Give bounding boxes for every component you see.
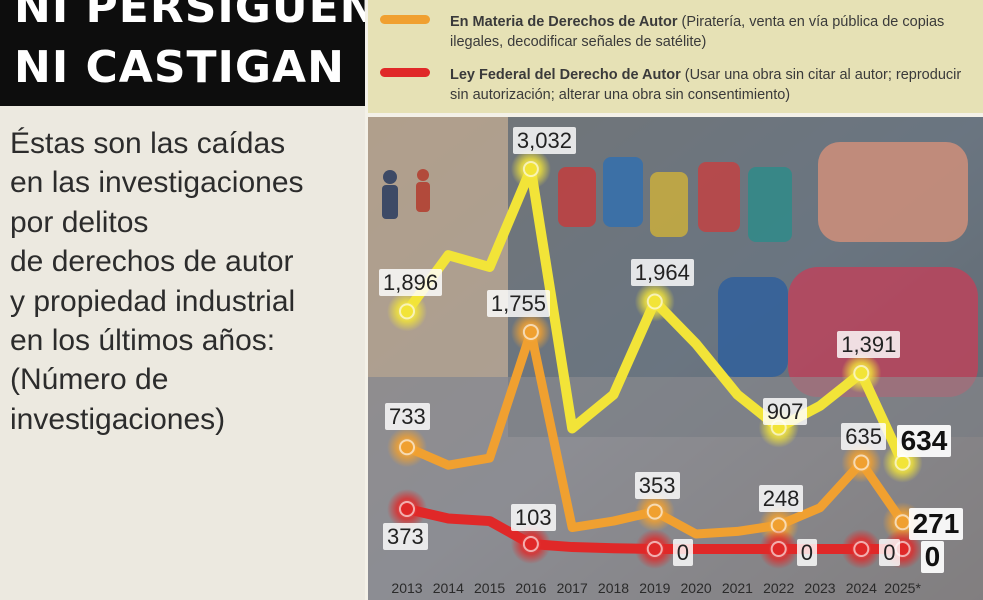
intro-line: (Número de [10, 363, 169, 397]
backpack [603, 157, 643, 227]
headline-line-1: NI PERSIGUEN [14, 0, 365, 33]
intro-line: por delitos [10, 205, 149, 239]
data-label: 0 [672, 539, 694, 566]
person [416, 182, 430, 212]
x-tick-label: 2014 [433, 580, 464, 596]
data-label: 0 [796, 539, 817, 566]
person [417, 169, 429, 181]
backpack [558, 167, 596, 227]
x-tick-label: 2018 [598, 580, 629, 596]
backpack [698, 162, 740, 232]
intro-line: de derechos de autor [10, 245, 294, 279]
x-tick-label: 2013 [391, 580, 422, 596]
x-tick-label: 2023 [804, 580, 835, 596]
data-point [853, 454, 870, 471]
intro-line: en las investigaciones [10, 166, 304, 200]
data-label: 1,755 [486, 290, 550, 317]
person [383, 170, 397, 184]
data-label: 3,032 [512, 127, 576, 154]
data-point [646, 541, 663, 557]
x-tick-label: 2024 [846, 580, 877, 596]
x-tick-label: 2025* [884, 580, 921, 596]
data-label: 635 [841, 422, 887, 450]
legend-swatch [380, 15, 430, 24]
data-label: 248 [758, 485, 804, 513]
data-label: 907 [762, 397, 808, 425]
x-tick-label: 2015 [474, 580, 505, 596]
data-point [894, 454, 911, 471]
duffel-bag [818, 142, 968, 242]
backpack [748, 167, 792, 242]
data-label: 103 [510, 504, 556, 531]
x-tick-label: 2017 [557, 580, 588, 596]
data-point [853, 541, 870, 557]
legend-description: (Piratería, venta en vía pública de copi… [450, 14, 945, 50]
data-point [399, 501, 415, 517]
data-label: 1,964 [630, 259, 694, 287]
legend-description: (Usar una obra sin citar al autor; repro… [450, 67, 962, 103]
data-point [399, 303, 415, 320]
x-tick-label: 2019 [639, 580, 670, 596]
legend-swatch [380, 68, 430, 77]
data-label: 271 [908, 508, 964, 541]
data-label: 1,896 [379, 269, 443, 297]
x-tick-label: 2021 [722, 580, 753, 596]
data-label: 373 [383, 523, 428, 550]
left-panel: NI PERSIGUEN NI CASTIGAN Éstas son las c… [0, 0, 365, 600]
legend: En Materia de Derechos de Autor (Pirater… [368, 0, 983, 113]
data-point [894, 514, 911, 531]
data-point [399, 439, 415, 456]
intro-text: Éstas son las caídas en las investigacio… [10, 124, 360, 439]
line-chart: 2013 2014 2015 2016 2017 2018 2019 2020 2021 2022… [368, 117, 983, 600]
data-label: 634 [896, 424, 952, 457]
person [382, 185, 398, 219]
data-point [522, 324, 539, 340]
data-label: 1,391 [837, 331, 901, 359]
intro-line: Éstas son las caídas [10, 127, 286, 160]
legend-text: En Materia de Derechos de Autor (Pirater… [450, 12, 970, 52]
legend-text: Ley Federal del Derecho de Autor (Usar u… [450, 65, 970, 105]
data-point [770, 541, 787, 557]
intro-line: investigaciones) [10, 402, 226, 436]
data-point [646, 503, 663, 520]
legend-name: En Materia de Derechos de Autor [450, 14, 678, 30]
x-tick-label: 2022 [763, 580, 794, 596]
data-label: 0 [879, 539, 900, 566]
intro-line: y propiedad industrial [10, 284, 296, 318]
headline: NI PERSIGUEN NI CASTIGAN [0, 0, 365, 106]
data-label: 0 [920, 541, 945, 573]
data-point [522, 161, 539, 177]
data-point [853, 365, 870, 382]
data-label: 733 [385, 403, 430, 431]
arcade-wall [368, 117, 508, 377]
data-point [646, 293, 663, 310]
data-point [522, 536, 539, 552]
legend-name: Ley Federal del Derecho de Autor [450, 67, 681, 83]
x-tick-label: 2020 [681, 580, 712, 596]
backpack [650, 172, 688, 237]
backpack [718, 277, 788, 377]
x-tick-label: 2016 [515, 580, 546, 596]
chart-area: 2013 2014 2015 2016 2017 2018 2019 2020 2021 2022… [368, 117, 983, 600]
data-label: 353 [634, 471, 680, 499]
headline-line-2: NI CASTIGAN [14, 42, 345, 93]
intro-line: en los últimos años: [10, 324, 276, 358]
